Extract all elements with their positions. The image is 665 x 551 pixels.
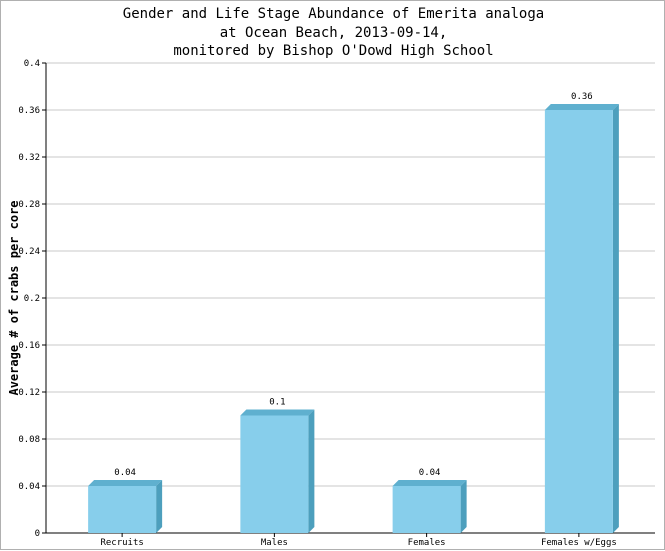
bar-value-label: 0.36 [571,92,593,102]
bar-top [240,409,315,416]
y-axis-label: Average # of crabs per core [7,200,21,395]
y-tick-label: 0.32 [18,153,40,163]
chart-title-line-3: monitored by Bishop O'Dowd High School [173,43,494,59]
y-tick-label: 0.08 [18,435,40,445]
bar-value-label: 0.04 [419,468,441,478]
chart-title-line-1: Gender and Life Stage Abundance of Emeri… [122,6,545,22]
y-tick-label: 0.04 [18,482,40,492]
x-tick-label: Males [261,538,288,548]
bar-value-label: 0.1 [269,398,285,408]
y-tick-label: 0.24 [18,247,40,257]
y-tick-label: 0.36 [18,106,40,116]
bar-side [156,480,163,533]
y-tick-label: 0 [35,529,40,539]
x-tick-label: Females [408,538,446,548]
bar-value-label: 0.04 [114,468,136,478]
bar-top [392,480,467,486]
bar-top [88,480,163,486]
y-tick-label: 0.12 [18,388,40,398]
y-tick-label: 0.16 [18,341,40,351]
bar [240,415,309,533]
bar-side [308,409,315,533]
y-tick-label: 0.4 [24,59,40,69]
x-tick-label: Recruits [100,538,143,548]
y-tick-label: 0.28 [18,200,40,210]
bar-side [612,104,619,533]
bar-top [544,104,619,110]
bar [392,486,461,533]
bar [88,486,157,533]
bar [544,110,613,533]
chart-title-line-2: at Ocean Beach, 2013-09-14, [219,25,448,41]
y-tick-label: 0.2 [24,294,40,304]
bar-side [460,480,467,533]
x-tick-label: Females w/Eggs [541,538,617,548]
